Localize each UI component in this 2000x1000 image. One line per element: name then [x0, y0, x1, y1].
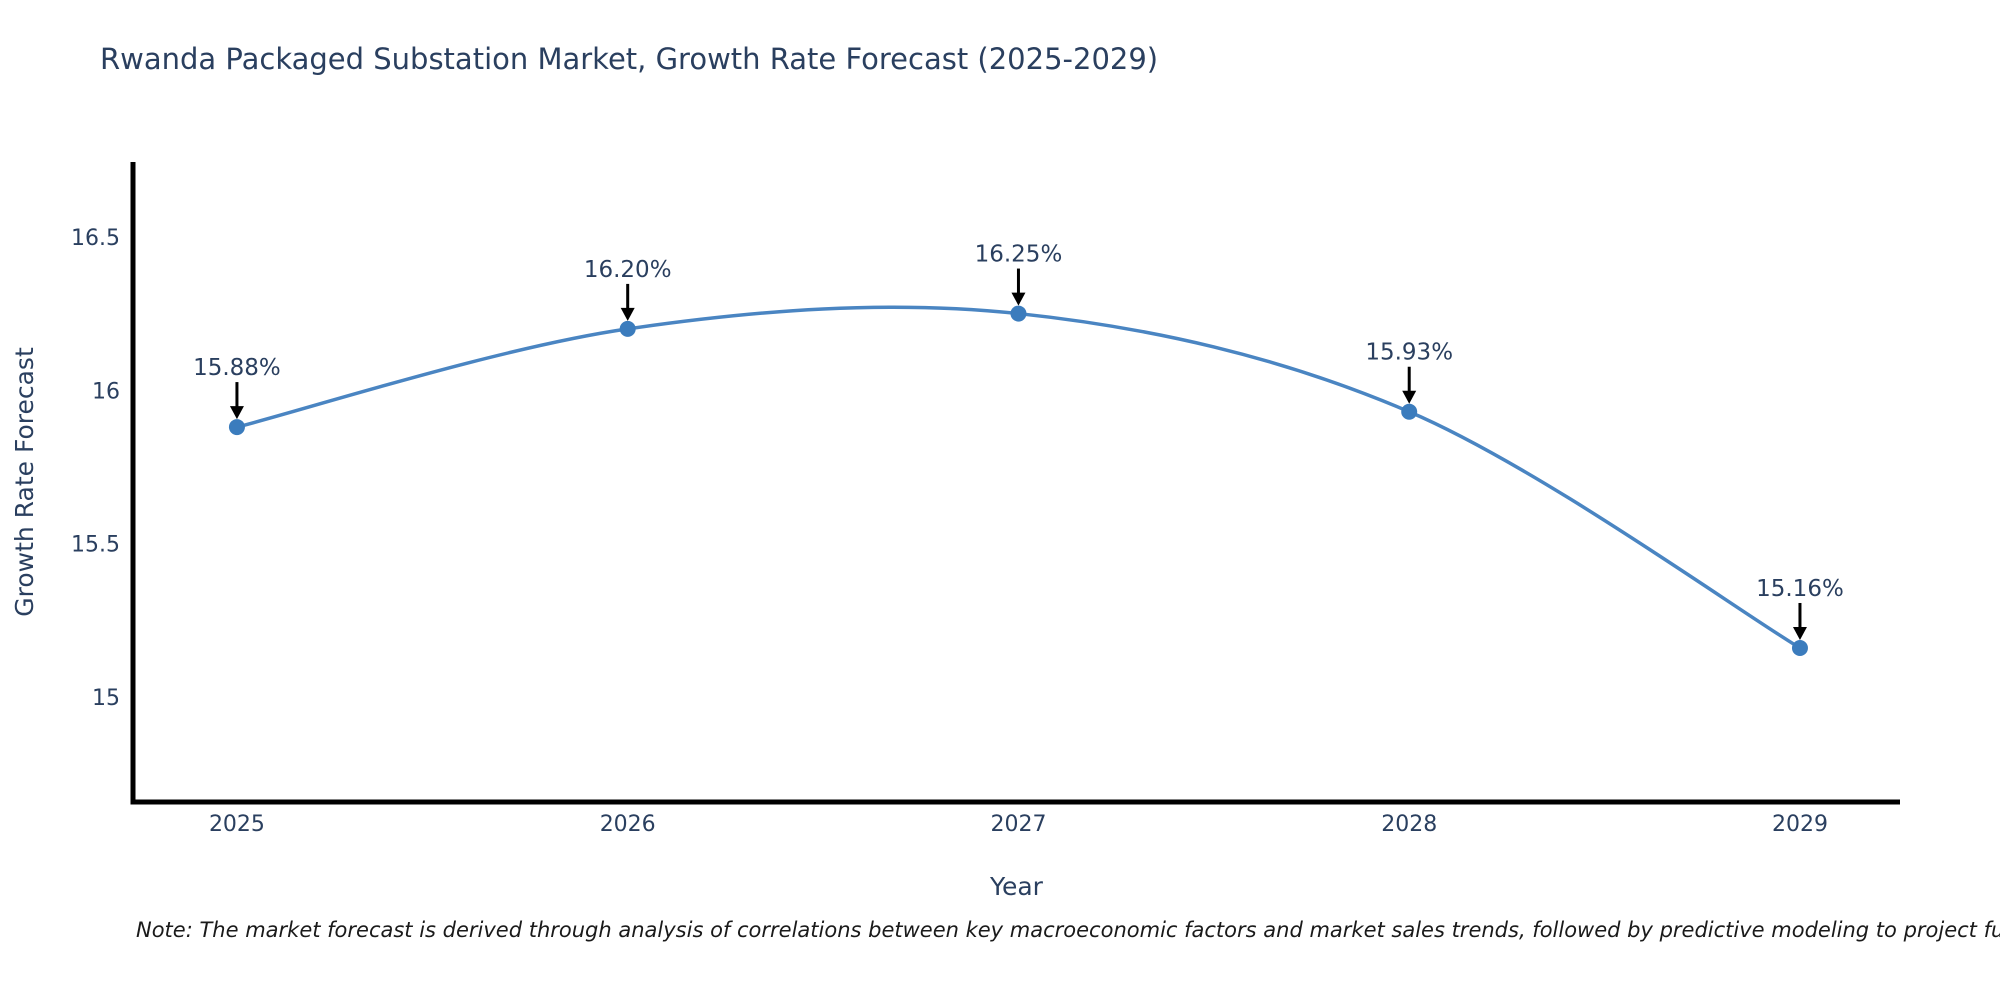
data-point-label: 15.88%: [193, 355, 281, 381]
y-tick-label: 15.5: [71, 533, 120, 558]
annotation-arrow-head: [1792, 626, 1807, 640]
x-tick-label: 2027: [990, 812, 1046, 837]
x-tick-label: 2029: [1772, 812, 1828, 837]
data-point-marker: [619, 320, 636, 337]
data-point-label: 15.93%: [1365, 340, 1453, 366]
y-tick-label: 16.5: [71, 226, 120, 251]
x-axis-title: Year: [989, 872, 1044, 901]
chart-title: Rwanda Packaged Substation Market, Growt…: [100, 42, 1159, 76]
annotation-arrow-head: [229, 406, 244, 420]
y-tick-label: 15: [92, 686, 120, 711]
data-point-marker: [1010, 305, 1027, 322]
x-tick-label: 2026: [600, 812, 656, 837]
data-point-label: 15.16%: [1756, 576, 1844, 602]
x-tick-label: 2028: [1381, 812, 1437, 837]
chart-footnote: Note: The market forecast is derived thr…: [136, 918, 2000, 942]
data-point-marker: [1401, 403, 1418, 420]
forecast-line: [235, 305, 1802, 650]
annotation-arrow-head: [1011, 292, 1026, 306]
data-point-marker: [1791, 639, 1808, 656]
data-point-label: 16.25%: [975, 242, 1063, 268]
annotation-arrow-head: [1402, 390, 1417, 404]
y-tick-label: 16: [92, 379, 120, 404]
annotation-arrow-head: [620, 307, 635, 321]
data-point-label: 16.20%: [584, 257, 672, 283]
x-tick-label: 2025: [209, 812, 265, 837]
data-point-marker: [228, 419, 245, 436]
y-axis-title: Growth Rate Forecast: [10, 347, 39, 617]
